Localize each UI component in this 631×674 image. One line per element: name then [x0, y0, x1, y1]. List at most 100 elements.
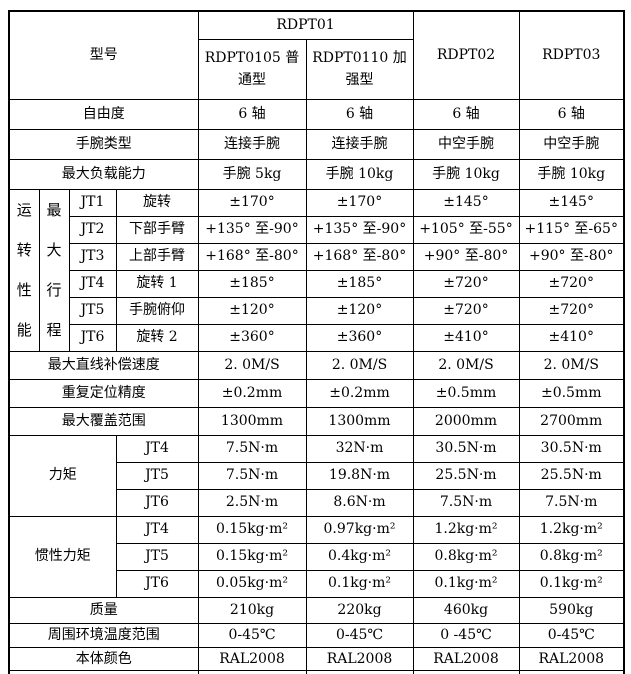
spec-table: 型号 RDPT01 RDPT02 RDPT03 RDPT0105 普通型 RDP…: [8, 10, 625, 674]
spec-value: ±0.2mm: [197, 378, 307, 408]
spec-value: 0.15kg·m²: [197, 515, 307, 544]
row-inertia-jt4: 惯性力矩 JT4 0.15kg·m² 0.97kg·m² 1.2kg·m² 1.…: [8, 515, 625, 598]
spec-value: 0-45℃: [305, 622, 414, 648]
row-jt3: JT3 上部手臂 +168° 至-80° +168° 至-80° +90° 至-…: [9, 242, 625, 271]
spec-value: 6 轴: [412, 98, 520, 130]
motion-range-label: 最大行程: [38, 188, 70, 352]
spec-value: 220kg: [305, 596, 414, 624]
spec-value: ±185°: [197, 269, 307, 298]
spec-value: 0.05kg·m²: [197, 569, 307, 598]
spec-value: RAL2008: [412, 646, 520, 671]
joint-name: 手腕俯仰: [115, 296, 199, 325]
spec-value: 手腕 10kg: [412, 158, 520, 190]
row-label: 手腕类型: [8, 128, 199, 160]
row-wrist-type: 手腕类型 连接手腕 连接手腕 中空手腕 中空手腕: [8, 128, 625, 160]
spec-value: 手腕 5kg: [197, 158, 307, 190]
torque-group-label: 力矩: [8, 434, 117, 517]
header-sub-rdpt0110: RDPT0110 加强型: [305, 38, 414, 100]
spec-value: 210kg: [197, 596, 307, 624]
spec-value: 手腕 10kg: [305, 158, 414, 190]
clipped-cell: [8, 669, 199, 674]
header-sub-rdpt0105: RDPT0105 普通型: [197, 38, 307, 100]
spec-value: 25.5N·m: [518, 461, 625, 490]
spec-value: 2. 0M/S: [412, 350, 520, 380]
row-jt1: 运转性能 最大行程 JT1 旋转 ±170° ±170° ±145° ±145°: [8, 188, 625, 352]
row-torque-jt5: JT5 7.5N·m 19.8N·m 25.5N·m 25.5N·m: [9, 461, 625, 490]
row-repeatability: 重复定位精度 ±0.2mm ±0.2mm ±0.5mm ±0.5mm: [8, 378, 625, 408]
spec-value: 0 -45℃: [412, 622, 520, 648]
spec-value: 2.5N·m: [197, 488, 307, 517]
spec-value: 0.1kg·m²: [412, 569, 520, 598]
clipped-cell: [305, 669, 414, 674]
spec-value: 0.97kg·m²: [305, 515, 414, 544]
spec-value: +135° 至-90°: [305, 215, 414, 244]
clipped-cell: [197, 669, 307, 674]
inertia-group-label: 惯性力矩: [8, 515, 117, 598]
row-jt5: JT5 手腕俯仰 ±120° ±120° ±720° ±720°: [9, 296, 625, 325]
spec-value: 连接手腕: [197, 128, 307, 160]
spec-value: ±170°: [197, 188, 307, 217]
spec-value: 7.5N·m: [197, 434, 307, 463]
row-max-linear-speed: 最大直线补偿速度 2. 0M/S 2. 0M/S 2. 0M/S 2. 0M/S: [8, 350, 625, 380]
row-ambient-temp: 周围环境温度范围 0-45℃ 0-45℃ 0 -45℃ 0-45℃: [8, 622, 625, 648]
clipped-row: [8, 669, 625, 674]
row-inertia-jt6: JT6 0.05kg·m² 0.1kg·m² 0.1kg·m² 0.1kg·m²: [9, 569, 625, 598]
spec-value: 1300mm: [305, 406, 414, 436]
spec-value: ±120°: [197, 296, 307, 325]
spec-value: 32N·m: [305, 434, 414, 463]
spec-value: 0.8kg·m²: [518, 542, 625, 571]
spec-value: 2. 0M/S: [305, 350, 414, 380]
spec-value: 590kg: [518, 596, 625, 624]
motion-group-label: 运转性能: [8, 188, 40, 352]
joint-id: JT3: [68, 242, 117, 271]
row-max-payload: 最大负载能力 手腕 5kg 手腕 10kg 手腕 10kg 手腕 10kg: [8, 158, 625, 190]
spec-value: 7.5N·m: [197, 461, 307, 490]
spec-value: ±145°: [412, 188, 520, 217]
spec-value: ±145°: [518, 188, 625, 217]
spec-value: 19.8N·m: [305, 461, 414, 490]
spec-value: 手腕 10kg: [518, 158, 625, 190]
spec-value: 6 轴: [197, 98, 307, 130]
spec-value: 0.15kg·m²: [197, 542, 307, 571]
spec-value: ±720°: [518, 269, 625, 298]
spec-value: 30.5N·m: [412, 434, 520, 463]
vertical-text: 运转性能: [16, 201, 32, 339]
spec-value: RAL2008: [197, 646, 307, 671]
clipped-cell: [412, 669, 520, 674]
spec-value: 460kg: [412, 596, 520, 624]
joint-id: JT5: [115, 461, 199, 490]
row-mass: 质量 210kg 220kg 460kg 590kg: [8, 596, 625, 624]
header-group-rdpt01: RDPT01: [197, 10, 414, 40]
spec-value: +90° 至-80°: [518, 242, 625, 271]
spec-value: 0-45℃: [518, 622, 625, 648]
joint-name: 旋转 1: [115, 269, 199, 298]
spec-value: ±120°: [305, 296, 414, 325]
spec-value: +135° 至-90°: [197, 215, 307, 244]
row-torque-jt6: JT6 2.5N·m 8.6N·m 7.5N·m 7.5N·m: [9, 488, 625, 517]
spec-value: +115° 至-65°: [518, 215, 625, 244]
spec-value: 7.5N·m: [518, 488, 625, 517]
row-dof: 自由度 6 轴 6 轴 6 轴 6 轴: [8, 98, 625, 130]
joint-id: JT4: [68, 269, 117, 298]
spec-value: 中空手腕: [412, 128, 520, 160]
spec-value: 2. 0M/S: [518, 350, 625, 380]
row-jt6: JT6 旋转 2 ±360° ±360° ±410° ±410°: [9, 323, 625, 352]
joint-name: 旋转 2: [115, 323, 199, 352]
spec-value: 1300mm: [197, 406, 307, 436]
row-max-reach: 最大覆盖范围 1300mm 1300mm 2000mm 2700mm: [8, 406, 625, 436]
spec-value: ±720°: [412, 269, 520, 298]
header-col-rdpt02: RDPT02: [412, 10, 520, 100]
spec-value: 1.2kg·m²: [412, 515, 520, 544]
row-torque-jt4: 力矩 JT4 7.5N·m 32N·m 30.5N·m 30.5N·m: [8, 434, 625, 517]
joint-name: 下部手臂: [115, 215, 199, 244]
row-inertia-jt5: JT5 0.15kg·m² 0.4kg·m² 0.8kg·m² 0.8kg·m²: [9, 542, 625, 571]
spec-value: 8.6N·m: [305, 488, 414, 517]
spec-value: 连接手腕: [305, 128, 414, 160]
spec-value: RAL2008: [518, 646, 625, 671]
row-label: 最大直线补偿速度: [8, 350, 199, 380]
row-jt4: JT4 旋转 1 ±185° ±185° ±720° ±720°: [9, 269, 625, 298]
spec-value: ±170°: [305, 188, 414, 217]
spec-value: ±185°: [305, 269, 414, 298]
vertical-text: 最大行程: [46, 201, 62, 339]
spec-value: +168° 至-80°: [197, 242, 307, 271]
